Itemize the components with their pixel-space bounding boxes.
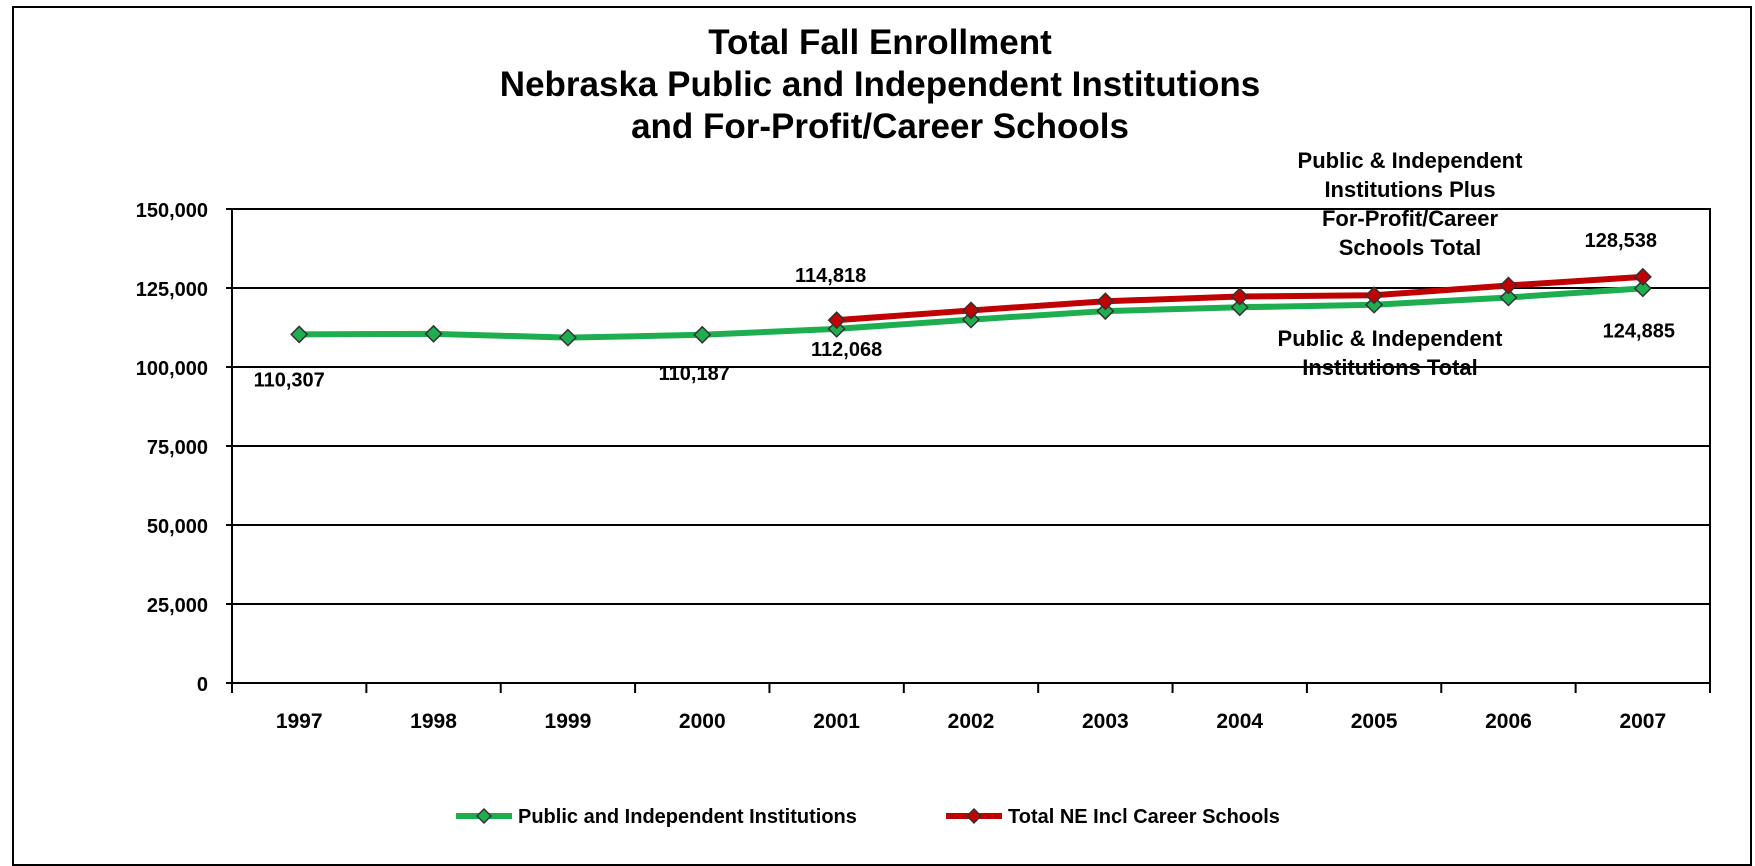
data-point: [961, 301, 981, 320]
y-tick-label: 75,000: [147, 437, 208, 459]
legend-marker: [965, 807, 983, 825]
chart-title-line-1: Total Fall Enrollment: [708, 23, 1052, 62]
chart-title: Total Fall Enrollment Nebraska Public an…: [0, 22, 1755, 148]
chart-title-line-3: and For-Profit/Career Schools: [631, 107, 1129, 146]
x-tick-label: 1999: [545, 710, 592, 733]
x-tick-label: 2002: [948, 710, 995, 733]
legend-label: Total NE Incl Career Schools: [1008, 806, 1280, 828]
annotation-line: Institutions Total: [1302, 355, 1478, 380]
x-tick-label: 2006: [1485, 710, 1532, 733]
data-label: 124,885: [1603, 320, 1675, 342]
x-tick-label: 2004: [1216, 710, 1263, 733]
y-tick-label: 100,000: [136, 358, 208, 380]
plot-area: [231, 208, 1711, 684]
data-point: [961, 310, 981, 329]
data-point: [290, 325, 309, 344]
y-tick-label: 125,000: [136, 279, 208, 301]
data-point: [1633, 267, 1652, 286]
data-point: [1096, 302, 1115, 321]
x-tick-label: 1998: [410, 710, 457, 733]
annotation-line: For-Profit/Career: [1322, 206, 1498, 231]
x-tick-label: 2001: [813, 710, 860, 733]
y-tick-label: 0: [197, 674, 208, 696]
data-point: [1365, 286, 1384, 305]
chart-frame: [12, 6, 1752, 866]
data-point: [1230, 298, 1249, 317]
annotation-line: Institutions Plus: [1324, 177, 1495, 202]
chart-title-line-2: Nebraska Public and Independent Institut…: [499, 65, 1261, 104]
x-tick-label: 1997: [276, 710, 323, 733]
annotation-line: Schools Total: [1339, 235, 1482, 260]
data-point: [1230, 287, 1249, 306]
annotation-line: Public & Independent: [1278, 326, 1504, 351]
y-tick-label: 50,000: [147, 516, 208, 538]
data-point: [827, 311, 846, 330]
data-point: [1633, 279, 1652, 298]
x-tick-label: 2005: [1351, 710, 1398, 733]
data-point: [424, 324, 443, 343]
x-tick-label: 2000: [679, 710, 726, 733]
annotation-line: Public & Independent: [1298, 148, 1524, 173]
x-tick-label: 2003: [1082, 710, 1129, 733]
y-tick-label: 150,000: [136, 200, 208, 222]
legend-marker: [475, 807, 493, 825]
data-label: 114,818: [795, 265, 866, 287]
data-label: 110,307: [254, 369, 325, 391]
x-tick-label: 2007: [1619, 710, 1666, 733]
data-point: [1365, 295, 1384, 314]
data-point: [693, 325, 712, 344]
data-point: [558, 328, 577, 347]
data-point: [1499, 288, 1518, 307]
data-point: [1499, 276, 1518, 295]
y-tick-label: 25,000: [147, 595, 208, 617]
data-label: 128,538: [1585, 230, 1657, 252]
data-label: 112,068: [811, 339, 882, 361]
legend-label: Public and Independent Institutions: [518, 806, 857, 828]
data-point: [1096, 292, 1115, 311]
data-label: 110,187: [659, 363, 730, 385]
